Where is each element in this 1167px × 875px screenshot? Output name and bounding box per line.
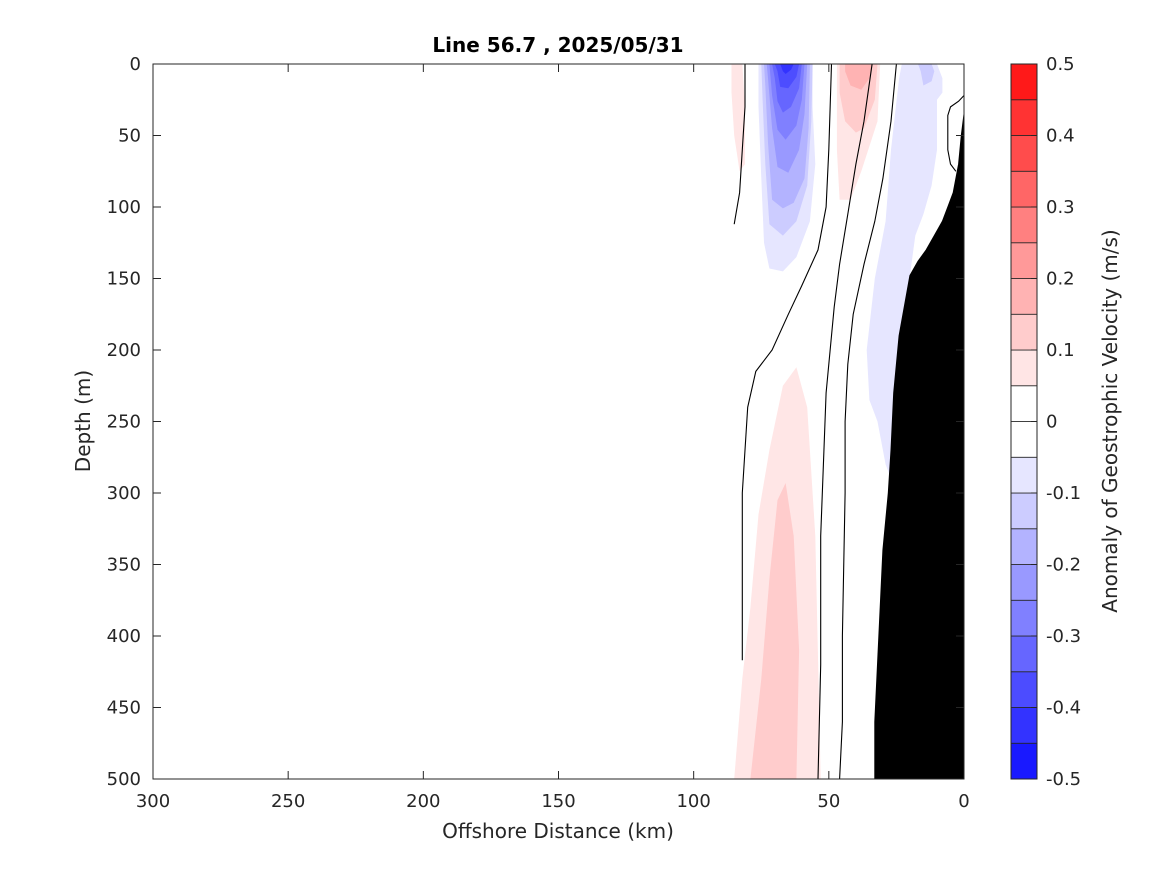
colorbar-tick-label: 0 xyxy=(1046,412,1057,433)
colorbar-segment xyxy=(1010,349,1038,387)
x-tick-label: 150 xyxy=(541,791,575,812)
plot-area xyxy=(152,63,965,780)
colorbar-tick-label: -0.2 xyxy=(1046,555,1081,576)
x-tick-label: 300 xyxy=(136,791,170,812)
colorbar-segment xyxy=(1010,528,1038,565)
y-tick-label: 300 xyxy=(107,483,141,504)
colorbar-tick-label: 0.4 xyxy=(1046,126,1075,147)
x-tick-label: 0 xyxy=(958,791,969,812)
colorbar-tick-label: 0.1 xyxy=(1046,340,1075,361)
y-tick-label: 350 xyxy=(107,555,141,576)
colorbar-tick-label: -0.5 xyxy=(1046,769,1081,790)
y-tick-label: 400 xyxy=(107,626,141,647)
colorbar-segment xyxy=(1010,599,1038,637)
colorbar-segment xyxy=(1010,421,1038,458)
colorbar: 0.5 0.4 0.3 0.2 0.1 0 -0.1 -0.2 -0.3 -0.4 -0.5 xyxy=(1010,54,1081,790)
colorbar-segment xyxy=(1010,635,1038,673)
y-tick-label: 100 xyxy=(107,197,141,218)
colorbar-segment xyxy=(1010,313,1038,351)
x-tick-label: 200 xyxy=(406,791,440,812)
contour-region-pos-15 xyxy=(750,483,800,779)
zero-contour-line-1 xyxy=(741,64,833,661)
colorbar-segment xyxy=(1010,170,1038,208)
x-tick-label: 50 xyxy=(817,791,840,812)
contour-region-pos-11 xyxy=(845,64,873,90)
contour-lines xyxy=(733,64,964,779)
x-axis-title: Offshore Distance (km) xyxy=(442,819,674,843)
y-tick-label: 200 xyxy=(107,340,141,361)
colorbar-title: Anomaly of Geostrophic Velocity (m/s) xyxy=(1098,229,1122,612)
x-tick-label: 100 xyxy=(676,791,710,812)
colorbar-segment xyxy=(1010,99,1038,136)
colorbar-tick-label: 0.5 xyxy=(1046,54,1075,75)
colorbar-segment xyxy=(1010,742,1038,780)
chart-title: Line 56.7 , 2025/05/31 xyxy=(432,33,683,57)
zero-contour-line-4 xyxy=(947,95,964,172)
colorbar-tick-label: -0.3 xyxy=(1046,626,1081,647)
bathymetry xyxy=(874,114,964,779)
y-tick-label: 250 xyxy=(107,412,141,433)
colorbar-segment xyxy=(1010,492,1038,530)
x-tick-label: 250 xyxy=(271,791,305,812)
colorbar-tick-label: 0.2 xyxy=(1046,269,1075,290)
contour-region-neg-7 xyxy=(774,64,800,89)
y-tick-label: 0 xyxy=(130,54,141,75)
seafloor-mask xyxy=(874,114,964,779)
y-tick-label: 50 xyxy=(118,126,141,147)
contour-region-neg-8 xyxy=(780,64,794,74)
y-tick-label: 150 xyxy=(107,269,141,290)
colorbar-segment xyxy=(1010,456,1038,494)
x-axis: 300 250 200 150 100 50 0 xyxy=(136,64,970,812)
contour-region-pos-0 xyxy=(731,64,745,172)
y-axis-title: Depth (m) xyxy=(71,370,95,472)
contour-region-neg-13 xyxy=(918,64,935,86)
colorbar-segment xyxy=(1010,63,1038,101)
colorbar-segment xyxy=(1010,135,1038,172)
zero-contour-line-0 xyxy=(733,64,746,225)
y-tick-label: 450 xyxy=(107,698,141,719)
colorbar-segment xyxy=(1010,564,1038,601)
colorbar-segment xyxy=(1010,278,1038,315)
colorbar-segment xyxy=(1010,671,1038,708)
contour-fills xyxy=(731,64,943,779)
zero-contour-line-3 xyxy=(839,64,897,779)
colorbar-tick-label: -0.4 xyxy=(1046,698,1081,719)
colorbar-segment xyxy=(1010,242,1038,279)
zero-contour-line-2 xyxy=(817,64,873,779)
colorbar-tick-label: 0.3 xyxy=(1046,197,1075,218)
colorbar-segment xyxy=(1010,385,1038,422)
y-tick-label: 500 xyxy=(107,769,141,790)
colorbar-segment xyxy=(1010,707,1038,744)
colorbar-tick-label: -0.1 xyxy=(1046,483,1081,504)
plot-background xyxy=(153,64,964,779)
colorbar-segment xyxy=(1010,206,1038,244)
y-axis: 0 50 100 150 200 250 300 350 400 450 500 xyxy=(107,54,964,790)
contour-region-neg-12 xyxy=(866,64,943,479)
